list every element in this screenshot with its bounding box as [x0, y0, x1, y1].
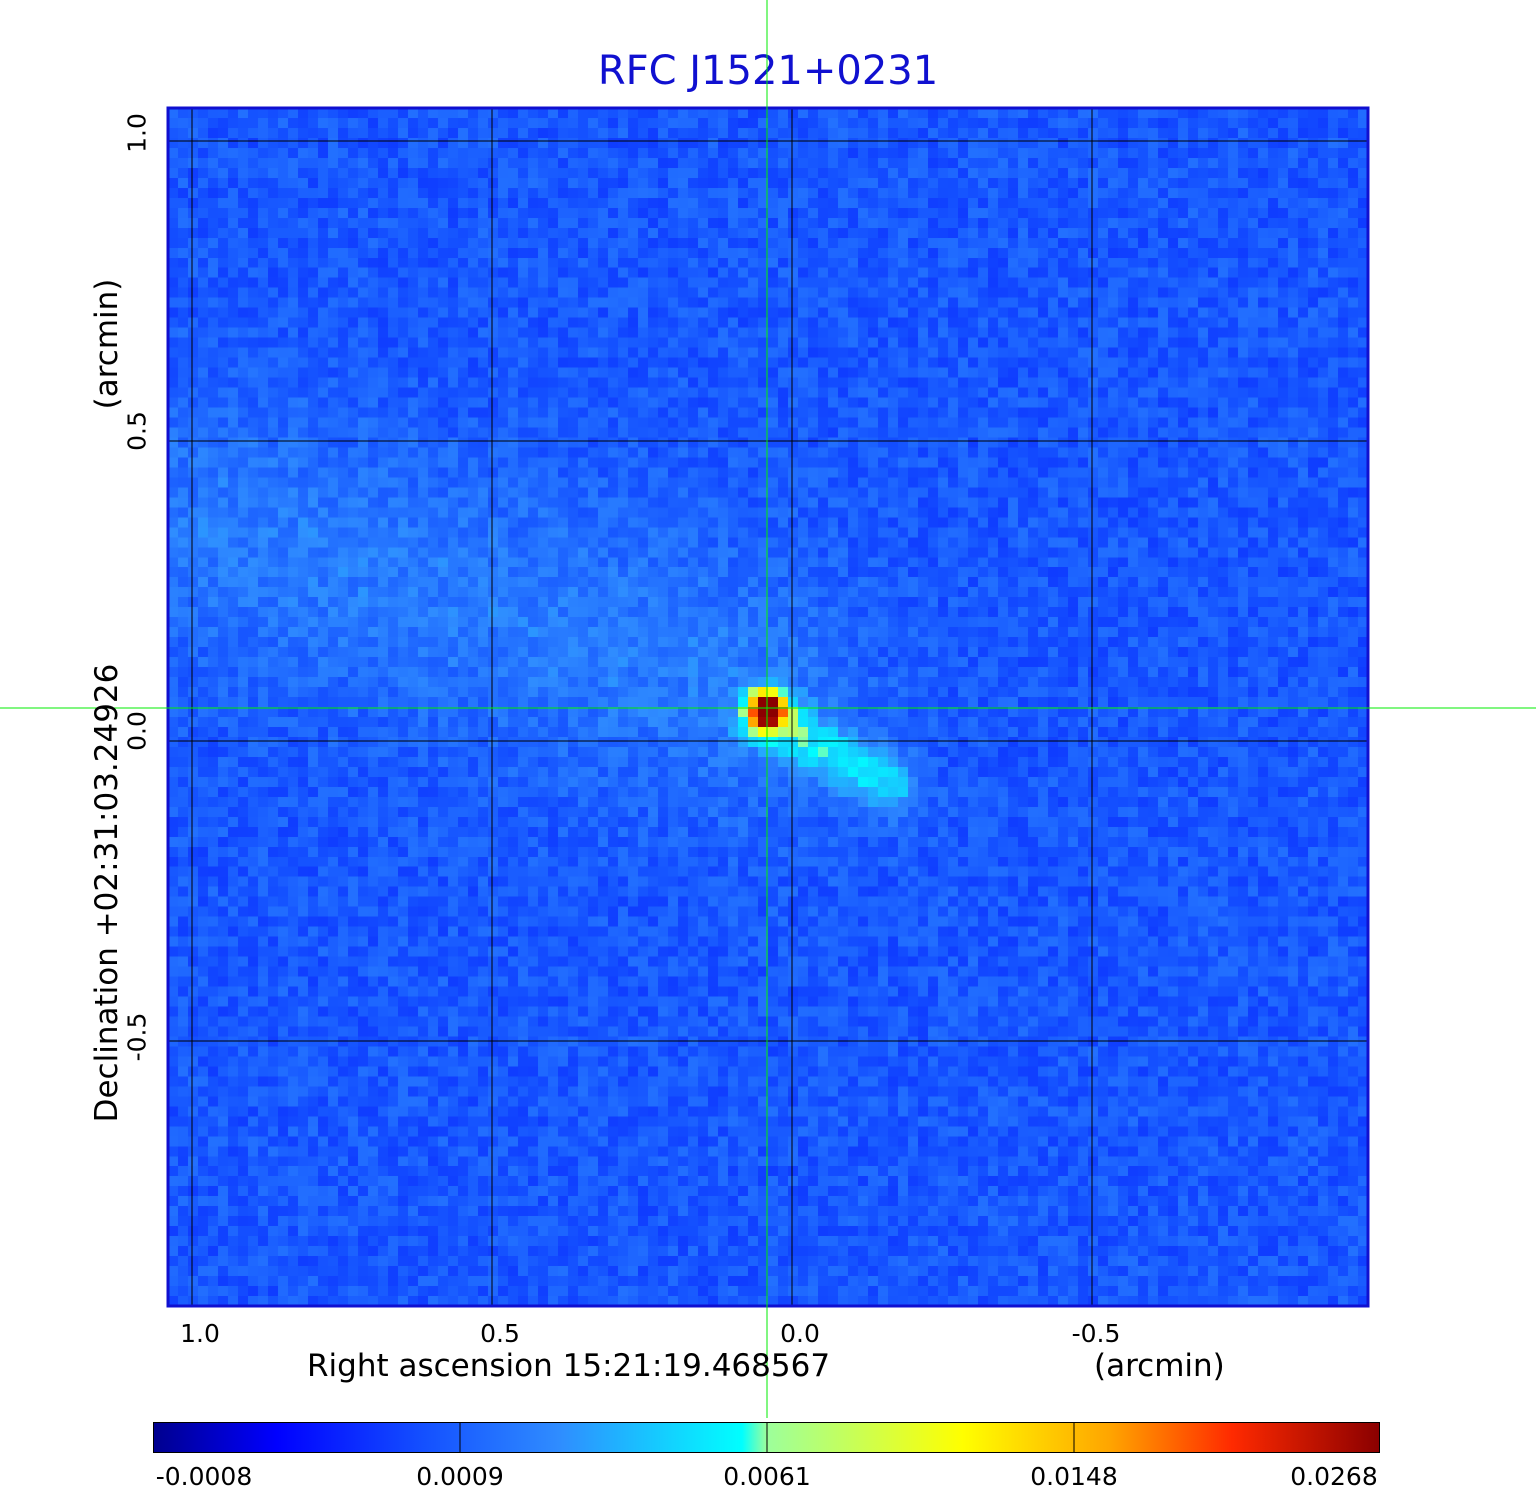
heatmap-image	[168, 108, 1368, 1306]
y-axis-unit: (arcmin)	[89, 278, 125, 410]
x-tick-label: 1.0	[180, 1319, 220, 1348]
x-tick-label: 0.5	[480, 1319, 520, 1348]
chart-title: RFC J1521+0231	[597, 48, 939, 94]
colorbar-tick-label: 0.0009	[416, 1462, 504, 1491]
colorbar	[153, 1422, 1380, 1453]
grid-lines	[168, 108, 1368, 1306]
x-axis-unit: (arcmin)	[1094, 1348, 1225, 1384]
colorbar-tick-label: 0.0148	[1030, 1462, 1118, 1491]
y-tick-label: 0.5	[122, 411, 152, 451]
x-tick-label: -0.5	[1071, 1319, 1121, 1348]
plot-frame	[166, 106, 1370, 1308]
y-tick-label: 0.0	[122, 711, 152, 751]
y-tick-label: -0.5	[122, 1012, 152, 1062]
x-axis-label: Right ascension 15:21:19.468567	[307, 1348, 831, 1384]
colorbar-tick-label: 0.0061	[723, 1462, 811, 1491]
colorbar-tick-label: -0.0008	[155, 1462, 253, 1491]
y-axis-label: Declination +02:31:03.24926	[89, 663, 125, 1123]
colorbar-tick-label: 0.0268	[1290, 1462, 1378, 1491]
x-tick-label: 0.0	[780, 1319, 820, 1348]
y-tick-label: 1.0	[122, 113, 152, 153]
